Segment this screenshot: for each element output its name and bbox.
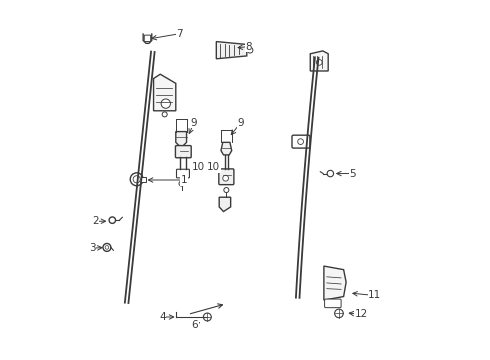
Circle shape: [105, 246, 109, 249]
Text: 7: 7: [176, 29, 183, 39]
Circle shape: [224, 188, 229, 193]
FancyBboxPatch shape: [141, 177, 147, 182]
Text: 10: 10: [207, 162, 220, 172]
Text: 11: 11: [368, 291, 381, 301]
FancyBboxPatch shape: [324, 299, 341, 308]
Text: 4: 4: [159, 312, 166, 322]
Polygon shape: [153, 74, 176, 111]
Circle shape: [179, 181, 184, 186]
Circle shape: [109, 217, 116, 224]
FancyBboxPatch shape: [144, 35, 151, 41]
Polygon shape: [176, 132, 187, 146]
Circle shape: [130, 173, 143, 186]
Circle shape: [327, 170, 334, 177]
Text: 6: 6: [192, 320, 198, 330]
FancyBboxPatch shape: [292, 135, 310, 148]
Circle shape: [223, 175, 228, 181]
Text: 2: 2: [92, 216, 98, 226]
Text: 12: 12: [355, 310, 368, 319]
Circle shape: [133, 176, 140, 183]
Text: 3: 3: [89, 243, 96, 253]
Polygon shape: [310, 51, 328, 71]
Circle shape: [161, 99, 171, 108]
Circle shape: [203, 313, 211, 321]
Polygon shape: [324, 266, 346, 300]
Text: 10: 10: [192, 162, 205, 172]
FancyBboxPatch shape: [175, 145, 191, 158]
Circle shape: [162, 112, 167, 117]
Circle shape: [247, 47, 253, 53]
FancyBboxPatch shape: [176, 169, 190, 178]
Circle shape: [103, 243, 111, 251]
Text: 8: 8: [245, 42, 252, 51]
Text: 5: 5: [349, 168, 356, 179]
FancyBboxPatch shape: [219, 169, 234, 185]
Circle shape: [317, 59, 322, 65]
Text: 1: 1: [181, 175, 187, 185]
Circle shape: [335, 309, 343, 318]
Circle shape: [298, 139, 303, 144]
Polygon shape: [219, 197, 231, 212]
Polygon shape: [221, 142, 232, 155]
Text: 9: 9: [237, 118, 244, 128]
Text: 9: 9: [191, 118, 197, 128]
Polygon shape: [216, 41, 247, 59]
